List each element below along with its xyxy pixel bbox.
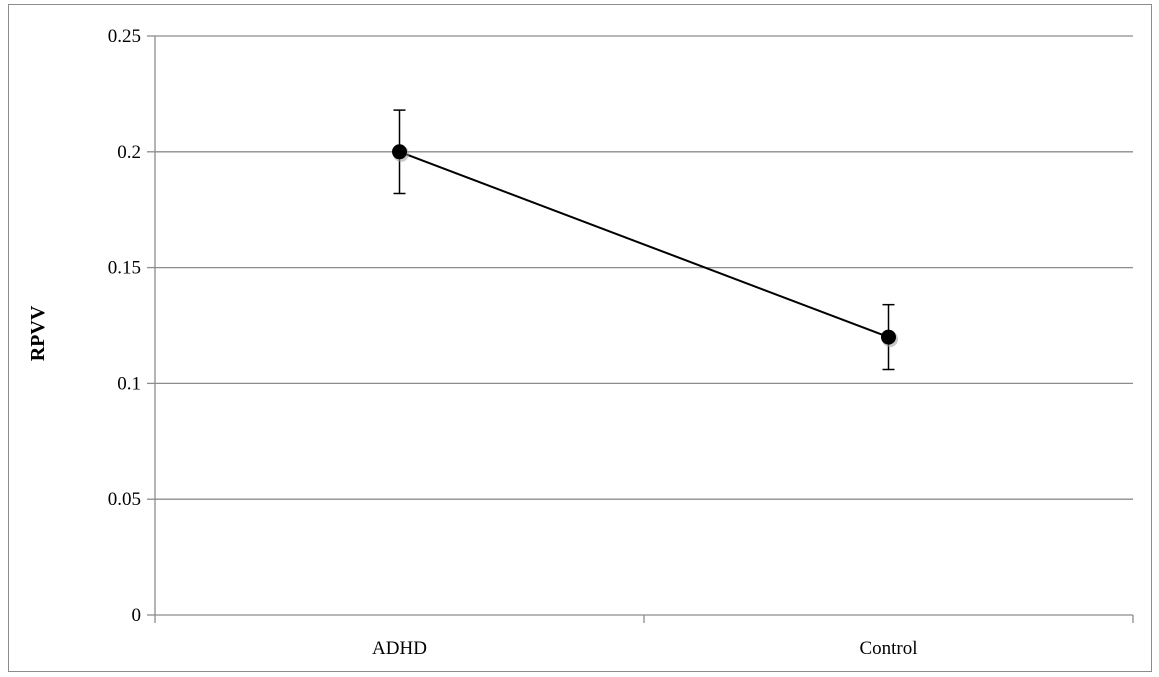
y-tick-label: 0.05 xyxy=(108,489,141,510)
tick-labels: 0 0.05 0.1 0.15 0.2 0.25 ADHD Control xyxy=(108,26,918,659)
x-tick-label: ADHD xyxy=(372,638,427,659)
data-series xyxy=(392,109,898,371)
y-tick-label: 0.1 xyxy=(117,373,141,394)
y-tick-label: 0.15 xyxy=(108,258,141,279)
y-axis-title: RPVV xyxy=(27,305,49,361)
axes xyxy=(147,35,1134,623)
data-point xyxy=(881,329,896,345)
y-tick-label: 0 xyxy=(132,605,142,626)
series-line xyxy=(399,150,889,339)
y-tick-label: 0.25 xyxy=(108,26,141,47)
gridlines xyxy=(155,35,1133,500)
data-point xyxy=(392,144,407,160)
y-tick-label: 0.2 xyxy=(117,142,141,163)
x-tick-label: Control xyxy=(859,638,917,659)
chart-frame xyxy=(8,4,1152,672)
